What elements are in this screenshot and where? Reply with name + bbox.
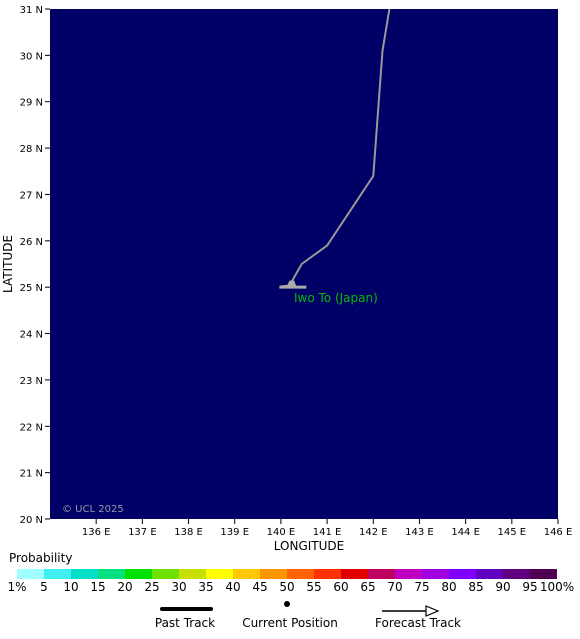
probability-swatch: [476, 569, 503, 579]
probability-label: 85: [468, 580, 484, 594]
probability-swatch: [260, 569, 287, 579]
x-axis-title: LONGITUDE: [274, 539, 344, 553]
lon-tick-label: 143 E: [405, 527, 434, 538]
probability-label: 100%: [539, 580, 575, 594]
probability-swatch: [395, 569, 422, 579]
probability-swatch: [44, 569, 71, 579]
longitude-ticks: 136 E 137 E 138 E 139 E 140 E 141 E 142 E 143 E…: [82, 519, 572, 538]
lon-tick-label: 145 E: [498, 527, 527, 538]
probability-swatch: [98, 569, 125, 579]
probability-label: 65: [360, 580, 376, 594]
probability-label: 1%: [7, 580, 27, 594]
past-track-label: Past Track: [154, 616, 216, 630]
probability-label: 70: [387, 580, 403, 594]
probability-swatch: [125, 569, 152, 579]
current-position-label: Current Position: [242, 616, 338, 630]
lon-tick-label: 144 E: [451, 527, 480, 538]
current-position-dot-icon: [284, 601, 290, 607]
probability-label: 60: [333, 580, 349, 594]
lon-tick-label: 138 E: [174, 527, 203, 538]
probability-label: 5: [40, 580, 48, 594]
probability-swatch: [152, 569, 179, 579]
probability-label: 50: [279, 580, 295, 594]
probability-swatch: [449, 569, 476, 579]
lon-tick-label: 137 E: [128, 527, 157, 538]
track-key-graphics: [160, 601, 440, 617]
probability-label: 80: [441, 580, 457, 594]
probability-swatch: [341, 569, 368, 579]
probability-label: 15: [90, 580, 106, 594]
probability-label: 25: [144, 580, 160, 594]
lat-tick-label: 29 N: [20, 98, 43, 109]
probability-label: 40: [225, 580, 241, 594]
island-label: Iwo To (Japan): [294, 291, 378, 305]
probability-label: 95: [522, 580, 538, 594]
legend-title: Probability: [9, 551, 73, 565]
probability-swatch: [233, 569, 260, 579]
lon-tick-label: 140 E: [267, 527, 296, 538]
probability-color-scale: [17, 569, 557, 579]
probability-swatch: [206, 569, 233, 579]
probability-label: 55: [306, 580, 322, 594]
lat-tick-label: 30 N: [20, 51, 43, 62]
probability-swatch: [287, 569, 314, 579]
lat-tick-label: 20 N: [20, 515, 43, 526]
forecast-arrow-icon: [425, 605, 440, 617]
probability-swatch: [530, 569, 557, 579]
ocean-background: [50, 9, 558, 519]
lon-tick-label: 146 E: [544, 527, 573, 538]
lat-tick-label: 22 N: [20, 422, 43, 433]
lat-tick-label: 26 N: [20, 237, 43, 248]
y-axis-title: LATITUDE: [1, 235, 15, 293]
lat-tick-label: 21 N: [20, 469, 43, 480]
lon-tick-label: 136 E: [82, 527, 111, 538]
probability-swatch: [314, 569, 341, 579]
probability-label: 30: [171, 580, 187, 594]
probability-label: 75: [414, 580, 430, 594]
probability-swatch: [17, 569, 44, 579]
lat-tick-label: 28 N: [20, 144, 43, 155]
lon-tick-label: 142 E: [359, 527, 388, 538]
lat-tick-label: 24 N: [20, 330, 43, 341]
track-map: 136 E 137 E 138 E 139 E 140 E 141 E 142 E 143 E…: [1, 5, 572, 553]
probability-label: 35: [198, 580, 214, 594]
probability-swatch: [71, 569, 98, 579]
iwo-to-island-shape: [279, 280, 307, 289]
lon-tick-label: 139 E: [220, 527, 249, 538]
lat-tick-label: 27 N: [20, 190, 43, 201]
lat-tick-label: 23 N: [20, 376, 43, 387]
lat-tick-label: 31 N: [20, 5, 43, 16]
lat-tick-label: 25 N: [20, 283, 43, 294]
forecast-track-label: Forecast Track: [375, 616, 461, 630]
probability-swatch: [179, 569, 206, 579]
storm-track-line: [286, 8, 391, 288]
lon-tick-label: 141 E: [313, 527, 342, 538]
probability-swatch: [422, 569, 449, 579]
latitude-ticks: 20 N 21 N 22 N 23 N 24 N 25 N 26 N 27 N 28 N 29 N…: [20, 5, 50, 526]
copyright-text: © UCL 2025: [62, 504, 124, 515]
probability-swatch: [368, 569, 395, 579]
probability-label: 45: [252, 580, 268, 594]
probability-swatch: [503, 569, 530, 579]
probability-label: 90: [495, 580, 511, 594]
probability-label: 10: [63, 580, 79, 594]
probability-label: 20: [117, 580, 133, 594]
